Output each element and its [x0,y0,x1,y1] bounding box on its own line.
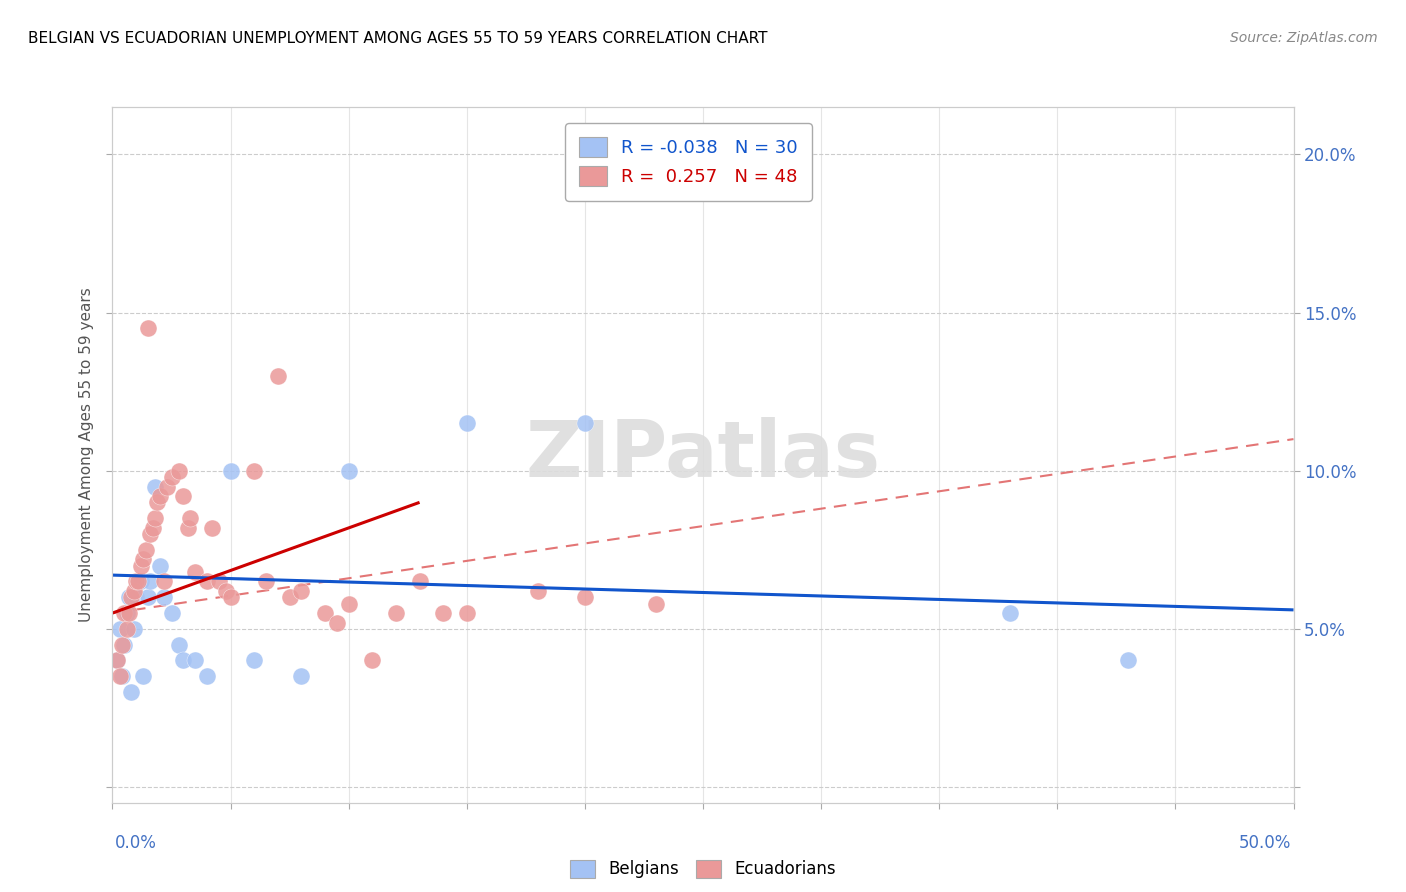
Point [1116,653,1139,667]
Point [139,527,162,541]
Point [456,417,478,431]
Point [136,591,159,605]
Point [314,606,336,620]
Point [149,558,172,573]
Point [254,574,277,589]
Point [118,606,141,620]
Point [127,574,149,589]
Text: 0.0%: 0.0% [115,834,157,852]
Point [153,591,176,605]
Point [156,479,179,493]
Point [139,574,162,589]
Point [208,574,231,589]
Point [143,511,166,525]
Point [115,622,138,636]
Point [108,669,131,683]
Point [125,591,148,605]
Point [385,606,408,620]
Point [177,521,200,535]
Point [278,591,301,605]
Point [115,606,138,620]
Point [267,368,290,383]
Point [172,489,194,503]
Point [143,479,166,493]
Point [179,511,201,525]
Point [215,583,238,598]
Point [361,653,384,667]
Point [201,521,224,535]
Point [132,552,155,566]
Point [184,653,207,667]
Point [108,622,131,636]
Point [149,489,172,503]
Point [160,606,183,620]
Point [243,653,266,667]
Point [195,669,218,683]
Point [112,606,135,620]
Text: Source: ZipAtlas.com: Source: ZipAtlas.com [1230,31,1378,45]
Point [243,464,266,478]
Point [111,669,134,683]
Point [129,558,152,573]
Point [160,470,183,484]
Point [326,615,349,630]
Text: ZIPatlas: ZIPatlas [526,417,880,493]
Point [132,669,155,683]
Point [146,495,169,509]
Point [136,321,159,335]
Y-axis label: Unemployment Among Ages 55 to 59 years: Unemployment Among Ages 55 to 59 years [79,287,94,623]
Point [998,606,1021,620]
Point [129,574,152,589]
Point [111,638,134,652]
Text: 50.0%: 50.0% [1239,834,1291,852]
Point [644,597,666,611]
Point [337,464,360,478]
Point [195,574,218,589]
Text: BELGIAN VS ECUADORIAN UNEMPLOYMENT AMONG AGES 55 TO 59 YEARS CORRELATION CHART: BELGIAN VS ECUADORIAN UNEMPLOYMENT AMONG… [28,31,768,46]
Point [120,685,142,699]
Point [120,591,142,605]
Point [105,653,128,667]
Point [122,622,145,636]
Point [153,574,176,589]
Point [408,574,430,589]
Legend: Belgians, Ecuadorians: Belgians, Ecuadorians [564,853,842,885]
Point [184,565,207,579]
Point [456,606,478,620]
Point [112,638,135,652]
Point [219,464,242,478]
Point [127,574,149,589]
Point [135,542,157,557]
Point [122,583,145,598]
Point [432,606,454,620]
Point [574,417,596,431]
Point [290,669,312,683]
Point [290,583,312,598]
Point [172,653,194,667]
Point [118,591,141,605]
Point [167,638,190,652]
Point [526,583,548,598]
Point [142,521,165,535]
Point [105,653,128,667]
Point [337,597,360,611]
Point [574,591,596,605]
Point [125,574,148,589]
Point [167,464,190,478]
Point [219,591,242,605]
